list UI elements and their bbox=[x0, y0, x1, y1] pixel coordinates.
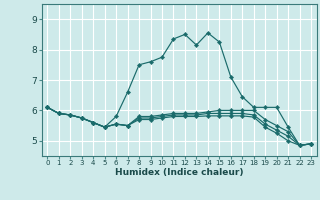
X-axis label: Humidex (Indice chaleur): Humidex (Indice chaleur) bbox=[115, 168, 244, 177]
